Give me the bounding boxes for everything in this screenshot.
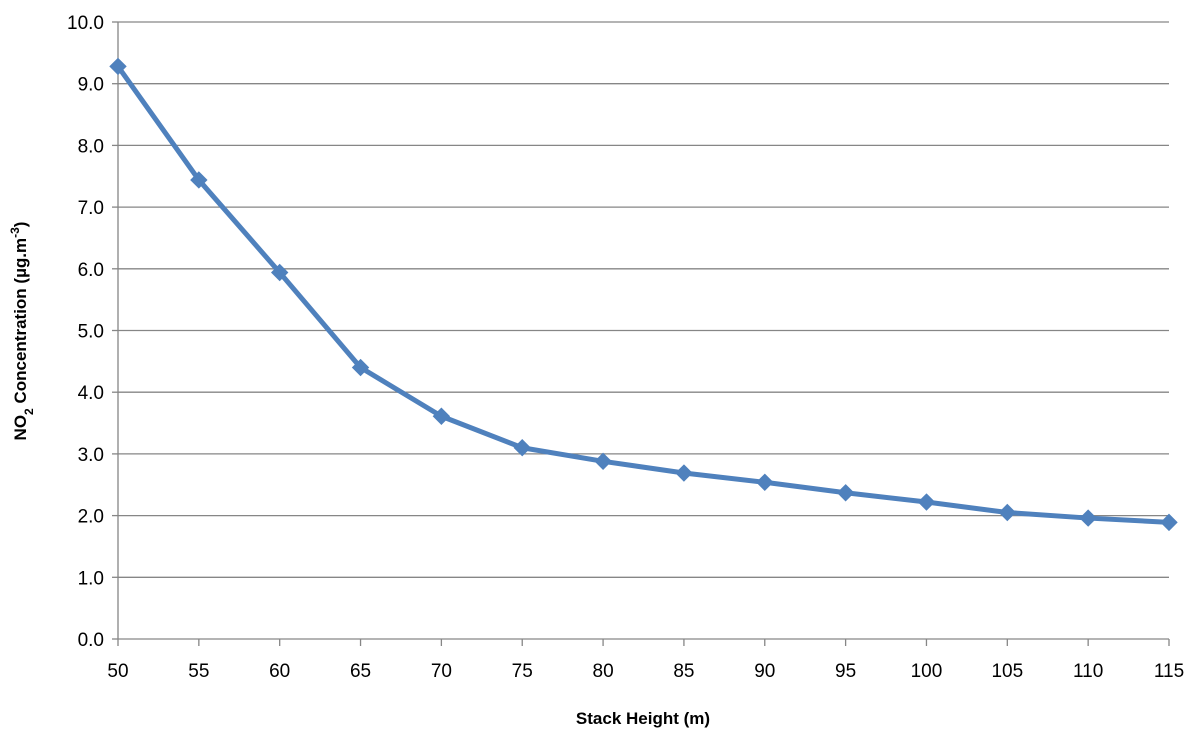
y-tick-label: 7.0 bbox=[78, 198, 104, 219]
x-tick-label: 65 bbox=[350, 661, 371, 682]
x-tick-label: 90 bbox=[754, 661, 775, 682]
data-point-marker bbox=[270, 263, 289, 282]
x-tick-label: 105 bbox=[991, 661, 1023, 682]
x-axis-tick-labels: 50 55 60 65 70 75 80 85 90 95 100 105 110 115 bbox=[107, 661, 1184, 682]
data-point-marker bbox=[432, 407, 451, 425]
y-tick-label: 0.0 bbox=[78, 630, 104, 651]
data-point-marker bbox=[836, 484, 855, 502]
y-axis-tick-labels: 0.0 1.0 2.0 3.0 4.0 5.0 6.0 7.0 8.0 9.0 10.0 bbox=[67, 13, 104, 651]
data-point-marker bbox=[756, 473, 774, 491]
gridlines bbox=[118, 21, 1169, 578]
x-tick-label: 100 bbox=[911, 661, 943, 682]
x-tick-label: 95 bbox=[835, 661, 856, 682]
y-tick-label: 3.0 bbox=[78, 445, 104, 466]
data-point-marker bbox=[351, 358, 370, 377]
x-tick-label: 75 bbox=[512, 661, 533, 682]
y-tick-label: 10.0 bbox=[67, 13, 104, 34]
y-tick-label: 1.0 bbox=[78, 568, 104, 589]
data-point-marker bbox=[917, 493, 936, 511]
x-tick-label: 60 bbox=[269, 661, 290, 682]
x-tick-label: 70 bbox=[431, 661, 452, 682]
axes bbox=[112, 21, 1170, 646]
y-axis-title-suffix: ) bbox=[11, 222, 30, 228]
y-axis-title-subscript: 2 bbox=[22, 408, 36, 415]
x-tick-label: 115 bbox=[1154, 661, 1184, 682]
data-point-marker bbox=[594, 452, 612, 471]
x-axis-title: Stack Height (m) bbox=[576, 709, 710, 728]
x-tick-label: 80 bbox=[593, 661, 614, 682]
series-line bbox=[115, 63, 1172, 525]
y-axis-title: NO2 Concentration (µg.m-3) bbox=[8, 222, 36, 441]
data-series bbox=[109, 57, 1178, 532]
y-tick-label: 6.0 bbox=[78, 260, 104, 281]
data-point-marker bbox=[1160, 513, 1178, 532]
x-tick-label: 85 bbox=[673, 661, 694, 682]
data-point-marker bbox=[190, 171, 208, 189]
y-tick-label: 8.0 bbox=[78, 136, 104, 157]
x-tick-label: 110 bbox=[1073, 661, 1103, 682]
y-tick-label: 5.0 bbox=[78, 322, 104, 343]
data-point-marker bbox=[513, 439, 531, 457]
data-point-marker bbox=[109, 57, 127, 76]
y-tick-label: 9.0 bbox=[78, 75, 104, 96]
y-tick-label: 2.0 bbox=[78, 507, 104, 528]
x-tick-label: 55 bbox=[188, 661, 209, 682]
y-tick-label: 4.0 bbox=[78, 383, 104, 404]
x-tick-label: 50 bbox=[107, 661, 128, 682]
y-axis-title-superscript: -3 bbox=[8, 227, 22, 238]
y-axis-title-middle: Concentration (µg.m bbox=[11, 238, 30, 408]
data-point-marker bbox=[1079, 509, 1097, 527]
data-point-marker bbox=[998, 503, 1017, 522]
data-point-marker bbox=[675, 464, 693, 482]
y-axis-title-prefix: NO bbox=[11, 415, 30, 441]
